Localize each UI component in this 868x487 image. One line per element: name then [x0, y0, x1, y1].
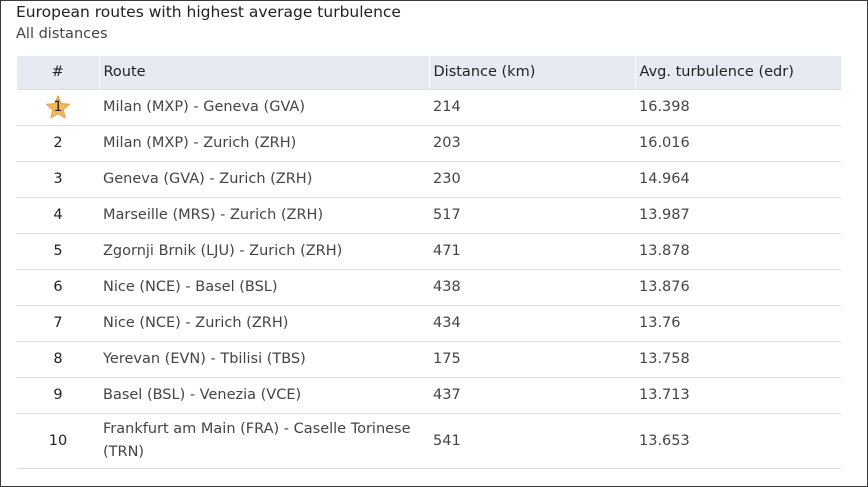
- distance-cell: 541: [429, 412, 635, 469]
- distance-cell: 230: [429, 160, 635, 197]
- rank-cell: 4: [17, 196, 99, 233]
- table-row: 8 Yerevan (EVN) - Tbilisi (TBS) 175 13.7…: [17, 340, 841, 377]
- table-row: 5 Zgornji Brnik (LJU) - Zurich (ZRH) 471…: [17, 232, 841, 269]
- turbulence-cell: 13.987: [635, 196, 841, 233]
- route-cell: Milan (MXP) - Geneva (GVA): [99, 88, 429, 125]
- table-row: 4 Marseille (MRS) - Zurich (ZRH) 517 13.…: [17, 196, 841, 233]
- star-icon: [46, 95, 70, 119]
- route-cell: Marseille (MRS) - Zurich (ZRH): [99, 196, 429, 233]
- route-text: Frankfurt am Main (FRA) - Caselle Torine…: [103, 420, 411, 460]
- route-cell: Nice (NCE) - Basel (BSL): [99, 268, 429, 305]
- table-row: 3 Geneva (GVA) - Zurich (ZRH) 230 14.964: [17, 160, 841, 197]
- route-cell: Yerevan (EVN) - Tbilisi (TBS): [99, 340, 429, 377]
- distance-cell: 517: [429, 196, 635, 233]
- route-cell: Nice (NCE) - Zurich (ZRH): [99, 304, 429, 341]
- turbulence-cell: 13.758: [635, 340, 841, 377]
- distance-cell: 434: [429, 304, 635, 341]
- distance-cell: 214: [429, 88, 635, 125]
- table-header-row: # Route Distance (km) Avg. turbulence (e…: [17, 56, 841, 89]
- turbulence-cell: 13.713: [635, 376, 841, 413]
- page-subtitle: All distances: [16, 26, 108, 42]
- column-header-distance: Distance (km): [428, 56, 635, 89]
- table-row: 1 Milan (MXP) - Geneva (GVA) 214 16.398: [17, 88, 841, 125]
- turbulence-cell: 14.964: [635, 160, 841, 197]
- route-cell: Basel (BSL) - Venezia (VCE): [99, 376, 429, 413]
- distance-cell: 175: [429, 340, 635, 377]
- rank-cell: 7: [17, 304, 99, 341]
- turbulence-cell: 16.398: [635, 88, 841, 125]
- rank-cell: 1: [17, 88, 99, 125]
- rank-cell: 2: [17, 124, 99, 161]
- rank-cell: 9: [17, 376, 99, 413]
- column-header-route: Route: [98, 56, 429, 89]
- column-header-rank: #: [51, 64, 64, 81]
- distance-cell: 203: [429, 124, 635, 161]
- route-cell: Zgornji Brnik (LJU) - Zurich (ZRH): [99, 232, 429, 269]
- route-cell: Frankfurt am Main (FRA) - Caselle Torine…: [99, 412, 429, 469]
- turbulence-cell: 13.878: [635, 232, 841, 269]
- table-row: 6 Nice (NCE) - Basel (BSL) 438 13.876: [17, 268, 841, 305]
- distance-cell: 438: [429, 268, 635, 305]
- star-badge: 1: [45, 95, 71, 119]
- column-header-turbulence: Avg. turbulence (edr): [634, 56, 841, 89]
- turbulence-cell: 13.876: [635, 268, 841, 305]
- page-title: European routes with highest average tur…: [16, 3, 401, 21]
- distance-cell: 437: [429, 376, 635, 413]
- rank-cell: 8: [17, 340, 99, 377]
- route-cell: Milan (MXP) - Zurich (ZRH): [99, 124, 429, 161]
- routes-table: # Route Distance (km) Avg. turbulence (e…: [17, 56, 841, 469]
- table-row: 9 Basel (BSL) - Venezia (VCE) 437 13.713: [17, 376, 841, 413]
- table-row: 10 Frankfurt am Main (FRA) - Caselle Tor…: [17, 412, 841, 469]
- turbulence-cell: 13.76: [635, 304, 841, 341]
- turbulence-cell: 16.016: [635, 124, 841, 161]
- distance-cell: 471: [429, 232, 635, 269]
- rank-cell: 3: [17, 160, 99, 197]
- rank-cell: 10: [17, 412, 99, 469]
- table-row: 2 Milan (MXP) - Zurich (ZRH) 203 16.016: [17, 124, 841, 161]
- rank-cell: 5: [17, 232, 99, 269]
- route-cell: Geneva (GVA) - Zurich (ZRH): [99, 160, 429, 197]
- table-row: 7 Nice (NCE) - Zurich (ZRH) 434 13.76: [17, 304, 841, 341]
- turbulence-cell: 13.653: [635, 412, 841, 469]
- rank-value: 1: [53, 99, 63, 115]
- rank-cell: 6: [17, 268, 99, 305]
